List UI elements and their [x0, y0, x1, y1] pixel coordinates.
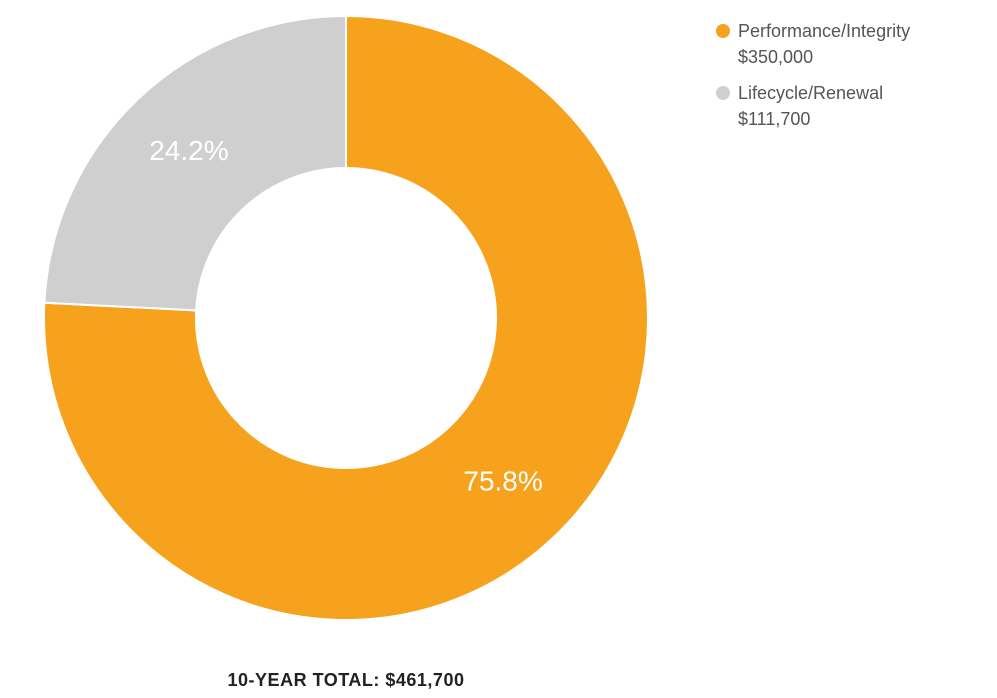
legend-label: Lifecycle/Renewal	[738, 83, 884, 103]
slice-percent-label: 24.2%	[149, 135, 228, 166]
legend-label: Performance/Integrity	[738, 21, 911, 41]
donut-slice-lifecycle-renewal	[43, 14, 347, 312]
slice-percent-label: 75.8%	[463, 466, 542, 497]
legend-swatch-performance-integrity	[716, 24, 730, 38]
ten-year-total-text: 10-YEAR TOTAL: $461,700	[227, 670, 465, 690]
donut-slice-performance-integrity	[43, 14, 649, 621]
legend: Performance/Integrity $350,000 Lifecycle…	[716, 18, 986, 142]
legend-item-lifecycle-renewal: Lifecycle/Renewal $111,700	[716, 80, 986, 132]
legend-value: $111,700	[738, 109, 811, 129]
legend-value: $350,000	[738, 47, 814, 67]
legend-item-performance-integrity: Performance/Integrity $350,000	[716, 18, 986, 70]
legend-swatch-lifecycle-renewal	[716, 86, 730, 100]
